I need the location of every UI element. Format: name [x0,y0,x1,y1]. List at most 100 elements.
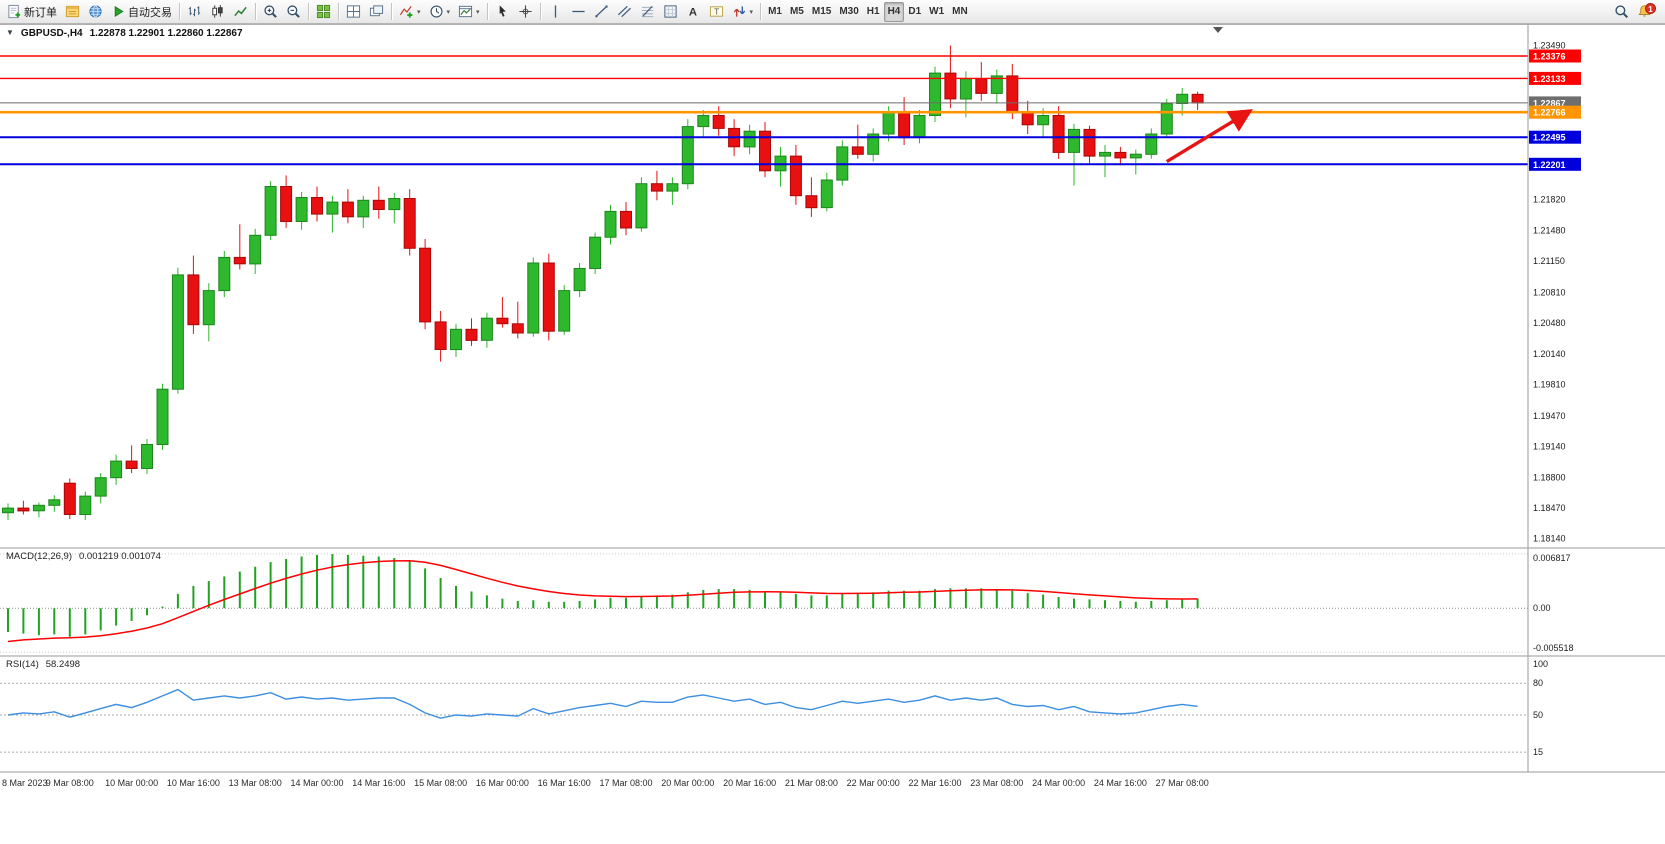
candle [125,445,138,474]
horizontal-line-button[interactable] [567,2,590,22]
timeframe-w1[interactable]: W1 [925,2,948,22]
timeframe-mn-label: MN [952,6,968,17]
candle [295,192,308,230]
trendline-button[interactable] [590,2,613,22]
trend-arrow-annotation[interactable] [1165,109,1253,164]
timeframe-m1-label: M1 [768,6,782,17]
chart-area: 1.23490 1.21820 1.21480 1.21150 1.20810 1.204… [0,24,1665,844]
candle [542,253,555,341]
bar-chart-button[interactable] [183,2,206,22]
candlestick-chart-button[interactable] [206,2,229,22]
timeframe-mn[interactable]: MN [948,2,972,22]
notifications-button[interactable]: 1 [1633,2,1656,22]
rsi-axis-100: 100 [1533,659,1548,669]
candle [1160,98,1173,138]
text-label-button[interactable]: T [705,2,728,22]
channel-button[interactable] [613,2,636,22]
candle [372,186,385,219]
timeframe-m5[interactable]: M5 [786,2,808,22]
candle [141,439,153,474]
price-axis-label: 1.19140 [1533,441,1566,451]
candle [357,195,370,228]
support-line-lower-badge: 1.22201 [1529,157,1581,171]
candle [990,69,1003,104]
zoom-in-icon [263,4,278,19]
one-click-trading-toggle[interactable]: ▼ [6,28,14,37]
zoom-group [259,0,305,23]
zoom-in-button[interactable] [259,2,282,22]
rsi-axis-50: 50 [1533,710,1543,720]
fibo-icon [640,4,655,19]
candle [1145,128,1158,159]
resistance-line-upper-badge: 1.23376 [1529,49,1581,63]
time-axis-label: 9 Mar 08:00 [46,778,94,788]
price-chart-canvas[interactable]: 1.23490 1.21820 1.21480 1.21150 1.20810 1.204… [0,24,1665,844]
trendline-icon [594,4,609,19]
candle [496,297,509,328]
price-axis-label: 1.21480 [1533,226,1566,236]
candle [743,124,756,155]
auto-trading-button[interactable]: 自动交易 [107,2,176,22]
cursor-icon [495,4,510,19]
time-axis-label: 17 Mar 08:00 [599,778,652,788]
time-axis-label: 23 Mar 08:00 [970,778,1023,788]
price-axis-label: 1.20140 [1533,349,1566,359]
timeframe-m15[interactable]: M15 [808,2,835,22]
resistance-line-lower-badge: 1.23133 [1529,71,1581,85]
auto-arrange-button[interactable] [342,2,365,22]
time-axis-label: 10 Mar 16:00 [167,778,220,788]
price-axis-label: 1.23490 [1533,41,1566,51]
text-button[interactable]: A [682,2,705,22]
candle [480,312,493,348]
candle [388,192,401,224]
blue-globe-icon [88,4,103,19]
arrow-objects-button[interactable]: ▾ [728,2,758,22]
candle [1052,106,1065,159]
svg-text:T: T [714,6,719,16]
timeframe-m5-label: M5 [789,6,804,17]
market-watch-button[interactable] [84,2,107,22]
zoom-out-button[interactable] [282,2,305,22]
indicators-button[interactable]: ▾ [395,2,425,22]
candle [697,110,710,138]
time-axis-label: 13 Mar 08:00 [229,778,282,788]
timeframe-m1[interactable]: M1 [764,2,786,22]
timeframe-h4[interactable]: H4 [883,1,905,22]
toolbar-separator [338,3,339,20]
chart-shift-marker[interactable] [1213,27,1223,33]
templates-button[interactable]: ▾ [454,2,484,22]
gold-window-icon [65,4,80,19]
candle [341,189,354,224]
candle [450,323,462,357]
svg-text:1.22766: 1.22766 [1533,108,1566,118]
tile-grid-icon [316,4,331,19]
candle [620,202,632,236]
svg-text:A: A [688,7,696,19]
time-axis-label: 24 Mar 16:00 [1094,778,1147,788]
tile-windows-button[interactable] [312,2,335,22]
line-chart-button[interactable] [229,2,252,22]
candle [650,170,663,201]
search-button[interactable] [1610,2,1633,22]
toolbar-separator [308,3,309,20]
cascade-windows-button[interactable] [365,2,388,22]
timeframe-m30[interactable]: M30 [835,2,862,22]
periods-button[interactable]: ▾ [425,2,455,22]
arrange-cascade-icon [369,4,384,19]
crosshair-button[interactable] [514,2,537,22]
charts-window-button[interactable] [61,2,84,22]
time-axis-label: 15 Mar 08:00 [414,778,467,788]
shapes-button[interactable] [659,2,682,22]
candle [326,195,339,233]
timeframe-d1[interactable]: D1 [904,2,925,22]
chart-background [0,24,1665,844]
cursor-button[interactable] [491,2,514,22]
new-order-button[interactable]: 新订单 [3,2,61,22]
rsi-axis-80: 80 [1533,678,1543,688]
timeframe-h1[interactable]: H1 [863,2,884,22]
fibonacci-button[interactable] [636,2,659,22]
candle [434,310,447,362]
candle [187,255,200,334]
candle [1114,146,1127,166]
vertical-line-button[interactable] [544,2,567,22]
